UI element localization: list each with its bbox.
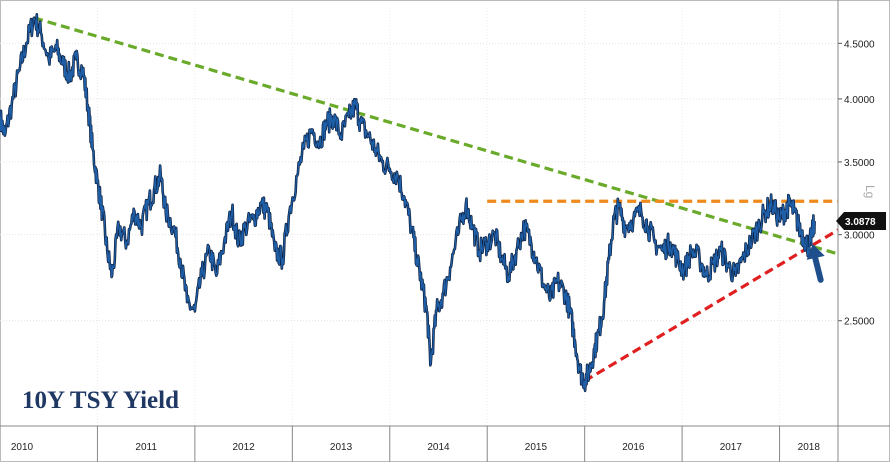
- chart-title: 10Y TSY Yield: [22, 387, 179, 414]
- x-tick-label: 2014: [427, 442, 450, 453]
- x-tick-label: 2016: [622, 442, 645, 453]
- x-tick-label: 2017: [720, 442, 743, 453]
- trendlines: [33, 16, 839, 383]
- series-layer: [0, 13, 816, 393]
- x-axis: 2010 2011 2012 2013 2014 2015 2016 2017 2018: [0, 425, 890, 462]
- scale-label: Lg: [863, 185, 877, 198]
- y-tick-label: 3.0000: [844, 231, 875, 242]
- arrow-icon: [806, 243, 825, 283]
- series-line: [0, 13, 816, 392]
- y-tick-label: 4.5000: [844, 39, 875, 50]
- x-tick-label: 2018: [798, 442, 821, 453]
- x-tick-label: 2015: [525, 442, 548, 453]
- y-tick-label: 2.5000: [844, 317, 875, 328]
- arrow-shaft: [811, 252, 824, 283]
- x-tick-label: 2011: [135, 442, 157, 453]
- y-tick-label: 3.5000: [844, 158, 875, 169]
- trendline: [33, 16, 839, 256]
- y-axis: 2.5000 3.0000 3.5000 4.0000 4.5000 Lg: [837, 0, 877, 462]
- x-tick-label: 2013: [330, 442, 353, 453]
- last-value-box: [836, 212, 886, 231]
- last-value-label: 3.0878: [845, 217, 876, 228]
- arrow-head: [806, 243, 825, 260]
- trendline: [583, 228, 839, 383]
- annotations: 3.0878: [806, 212, 886, 283]
- x-tick-label: 2012: [232, 442, 255, 453]
- y-tick-label: 4.0000: [844, 95, 875, 106]
- x-tick-label: 2010: [11, 442, 34, 453]
